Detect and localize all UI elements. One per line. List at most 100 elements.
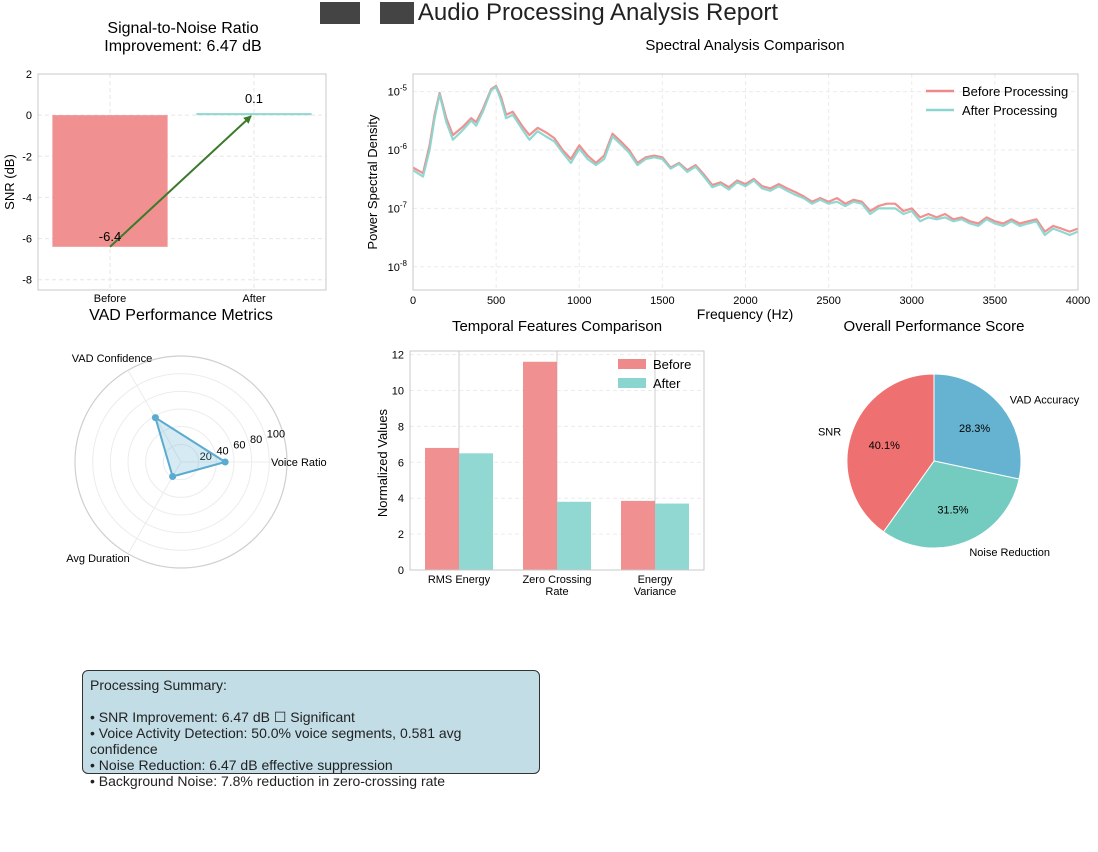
snr-value-labels: -6.4 0.1 xyxy=(99,91,263,244)
radar-axis-label: Avg Duration xyxy=(66,553,129,565)
snr-y-tick-label: -6 xyxy=(22,234,32,246)
summary-title: Processing Summary: xyxy=(90,677,227,693)
pie-slice xyxy=(933,373,1022,480)
radar-axis-label: VAD Confidence xyxy=(72,353,153,365)
snr-x-tick-label: Before xyxy=(94,293,126,305)
spectral-x-tick-label: 0 xyxy=(410,295,416,307)
pie-percent-label: 31.5% xyxy=(937,505,968,517)
temporal-title: Temporal Features Comparison xyxy=(452,318,662,335)
temporal-y-tick-label: 6 xyxy=(398,457,404,469)
radar-point xyxy=(221,458,229,466)
snr-x-ticks: Before After xyxy=(94,293,266,305)
spectral-y-tick-base: 10 xyxy=(388,262,400,274)
radar-chart: VAD Performance Metrics 20 40 60 80 100 Voic… xyxy=(66,307,327,569)
temporal-legend-label: Before xyxy=(653,357,691,372)
spectral-x-tick-label: 2000 xyxy=(733,295,757,307)
snr-y-ticks: 2 0 -2 -4 -6 -8 xyxy=(22,69,32,287)
spectral-y-tick-base: 10 xyxy=(388,145,400,157)
pie-labels: 28.3% VAD Accuracy 31.5% Noise Reduction 40.… xyxy=(818,395,1080,559)
radar-point xyxy=(169,473,177,481)
spectral-legend-label: After Processing xyxy=(962,103,1057,118)
radar-r-tick-label: 60 xyxy=(233,440,245,452)
temporal-bar xyxy=(655,503,689,570)
spectral-y-ticks: 10-510-610-710-8 xyxy=(388,84,408,274)
temporal-y-ticks: 0 2 4 6 8 10 12 xyxy=(392,350,404,577)
snr-bar xyxy=(52,115,168,247)
spectral-x-axis-label: Frequency (Hz) xyxy=(697,306,793,322)
temporal-legend-swatch xyxy=(618,378,646,388)
temporal-y-axis-label: Normalized Values xyxy=(375,408,390,517)
spectral-series xyxy=(412,84,1079,237)
spectral-series-line xyxy=(412,85,1079,237)
radar-r-tick-label: 100 xyxy=(267,429,285,441)
summary-line: • SNR Improvement: 6.47 dB ☐ Significant xyxy=(90,709,355,725)
snr-value-label: 0.1 xyxy=(245,91,263,106)
temporal-y-tick-label: 10 xyxy=(392,385,404,397)
spectral-y-tick-label: 10-6 xyxy=(388,142,408,157)
spectral-y-tick-exponent: -6 xyxy=(400,142,408,151)
radar-polygon xyxy=(151,414,229,481)
spectral-y-tick-base: 10 xyxy=(388,87,400,99)
snr-bar xyxy=(196,113,312,116)
snr-y-tick-label: -4 xyxy=(22,192,32,204)
snr-chart: Signal-to-Noise Ratio Improvement: 6.47 … xyxy=(2,20,327,305)
spectral-chart: Spectral Analysis Comparison 0 500 1000 150… xyxy=(365,37,1090,322)
summary-line: • Noise Reduction: 6.47 dB effective sup… xyxy=(90,757,393,773)
missing-glyph-icon xyxy=(319,2,360,24)
pie-slice xyxy=(882,460,1020,549)
temporal-x-tick-label: RMS Energy xyxy=(428,574,491,586)
pie-slices xyxy=(846,373,1022,549)
spectral-y-tick-base: 10 xyxy=(388,203,400,215)
radar-axis-label: Voice Ratio xyxy=(271,457,327,469)
spectral-x-ticks: 0 500 1000 1500 2000 2500 3000 3500 4000 xyxy=(410,295,1090,307)
temporal-axes-frame xyxy=(409,350,705,571)
radar-point xyxy=(151,414,159,422)
spectral-x-tick-label: 1000 xyxy=(567,295,591,307)
spectral-x-tick-label: 500 xyxy=(487,295,505,307)
spectral-y-tick-label: 10-7 xyxy=(388,200,408,215)
temporal-bar xyxy=(459,453,493,570)
pie-title: Overall Performance Score xyxy=(844,318,1025,335)
pie-percent-label: 28.3% xyxy=(959,423,990,435)
spectral-x-tick-label: 3500 xyxy=(983,295,1007,307)
snr-improvement-arrow xyxy=(109,115,252,248)
temporal-bar xyxy=(425,447,459,570)
processing-summary-box: Processing Summary: • SNR Improvement: 6… xyxy=(82,670,540,789)
temporal-chart: Temporal Features Comparison 0 2 4 6 8 10 12 R… xyxy=(375,318,705,598)
temporal-bar xyxy=(557,501,591,570)
pie-chart: Overall Performance Score 28.3% VAD Accur… xyxy=(818,318,1080,559)
report-title-bar: Audio Processing Analysis Report xyxy=(0,0,1098,30)
temporal-bar xyxy=(523,361,557,570)
spectral-x-tick-label: 2500 xyxy=(816,295,840,307)
temporal-legend-swatch xyxy=(618,359,646,369)
spectral-axes-frame xyxy=(412,73,1079,291)
summary-line: • Voice Activity Detection: 50.0% voice … xyxy=(90,725,462,757)
snr-y-tick-label: 0 xyxy=(26,110,32,122)
pie-category-label: VAD Accuracy xyxy=(1010,395,1080,407)
temporal-bar xyxy=(621,500,655,570)
snr-y-tick-label: -8 xyxy=(22,275,32,287)
radar-area xyxy=(153,415,228,478)
temporal-y-tick-label: 0 xyxy=(398,565,404,577)
snr-x-tick-label: After xyxy=(242,293,266,305)
pie-category-label: SNR xyxy=(818,426,841,438)
temporal-y-tick-label: 12 xyxy=(392,350,404,362)
summary-line: • Background Noise: 7.8% reduction in ze… xyxy=(90,773,446,789)
spectral-y-tick-exponent: -7 xyxy=(400,200,408,209)
missing-glyph-icon xyxy=(379,2,414,24)
temporal-legend: Before After xyxy=(618,357,691,391)
snr-y-tick-label: 2 xyxy=(26,69,32,81)
snr-title-line1: Signal-to-Noise Ratio xyxy=(107,20,258,37)
radar-grid: 20 40 60 80 100 xyxy=(74,355,288,569)
temporal-x-tick-label: Zero Crossing xyxy=(522,574,591,586)
temporal-bars xyxy=(425,361,689,570)
spectral-legend-label: Before Processing xyxy=(962,84,1068,99)
spectral-y-tick-label: 10-8 xyxy=(388,259,408,274)
spectral-y-tick-label: 10-5 xyxy=(388,84,408,99)
snr-title-line2: Improvement: 6.47 dB xyxy=(104,38,261,55)
report-title: Audio Processing Analysis Report xyxy=(417,0,779,26)
spectral-y-tick-exponent: -8 xyxy=(400,259,408,268)
temporal-x-tick-label: Rate xyxy=(545,586,568,598)
